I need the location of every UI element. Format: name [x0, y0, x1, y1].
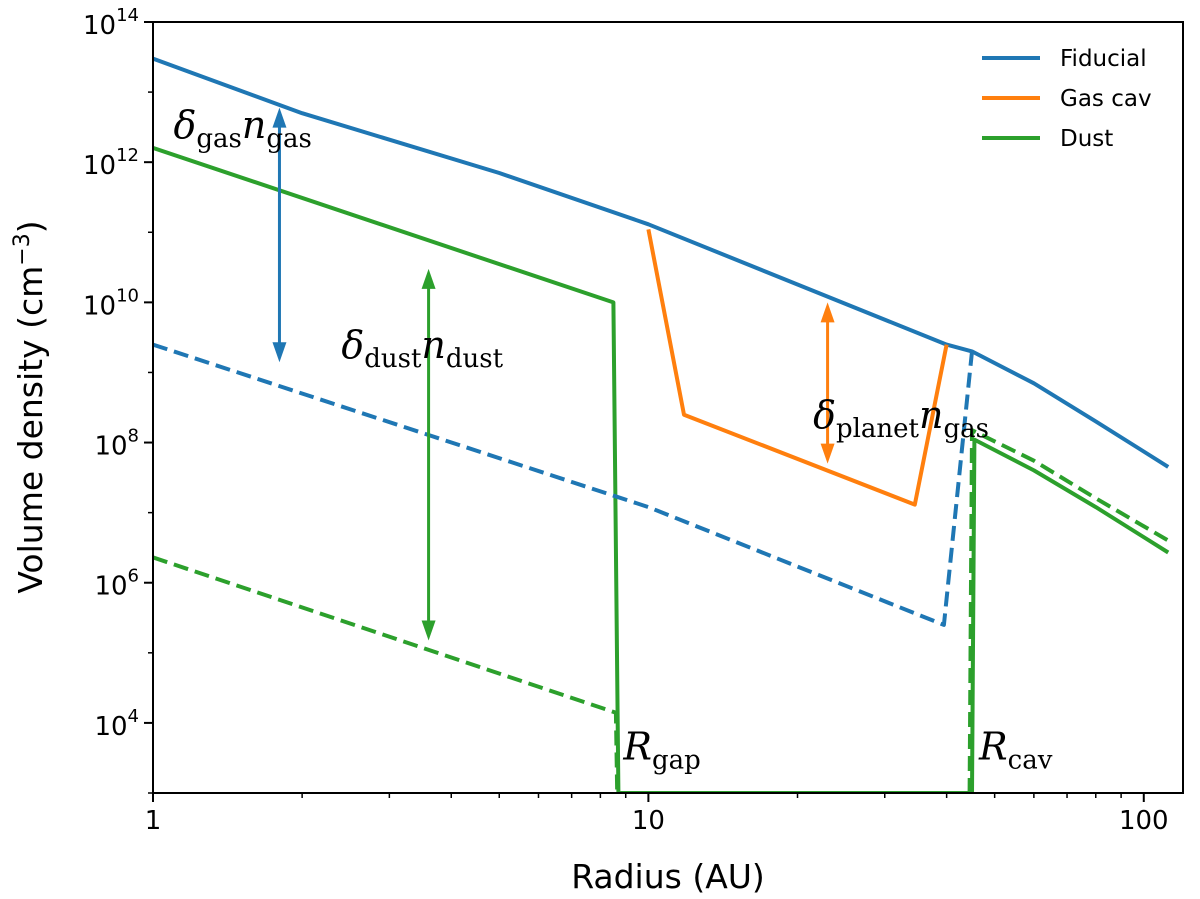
arrow-2 [820, 302, 835, 464]
arrow-0 [272, 107, 287, 363]
plot-frame [152, 21, 1184, 794]
y-tick-label-5: 1014 [83, 5, 139, 41]
x-tick-label-2: 100 [1119, 806, 1169, 836]
arrow-1 [421, 268, 436, 641]
series-line-5 [967, 428, 1170, 793]
y-tick-label-3: 1010 [83, 285, 139, 321]
x-axis-label: Radius (AU) [571, 857, 765, 896]
legend-label-0: Fiducial [1060, 46, 1147, 72]
series-layer [153, 56, 1170, 793]
annotations: δgasngas δdustndust δplanetngas Rgap Rcav [174, 103, 1053, 775]
axis-ticks: 1 10 100 104 106 108 1010 1012 1014 [83, 5, 1169, 836]
x-tick-label-0: 1 [145, 806, 162, 836]
series-line-4 [153, 555, 620, 793]
legend-label-2: Dust [1060, 126, 1113, 152]
series-line-3 [153, 342, 974, 627]
y-tick-label-0: 104 [94, 706, 139, 742]
legend: Fiducial Gas cav Dust [982, 46, 1152, 152]
annotation-1: δdustndust [341, 323, 503, 374]
legend-label-1: Gas cav [1060, 86, 1152, 112]
annotation-0: δgasngas [174, 103, 312, 154]
y-tick-label-1: 106 [94, 566, 139, 602]
annotation-arrows [272, 107, 835, 641]
y-tick-label-4: 1012 [83, 145, 139, 181]
y-tick-label-2: 108 [94, 426, 139, 462]
annotation-2: δplanetngas [813, 393, 989, 444]
annotation-4: Rcav [978, 725, 1053, 776]
series-line-0 [153, 56, 1170, 469]
series-line-2 [153, 146, 1170, 793]
y-axis-label: Volume density (cm−3) [10, 220, 50, 593]
x-tick-label-1: 10 [632, 806, 665, 836]
series-line-1 [646, 229, 949, 507]
annotation-3: Rgap [622, 725, 700, 776]
